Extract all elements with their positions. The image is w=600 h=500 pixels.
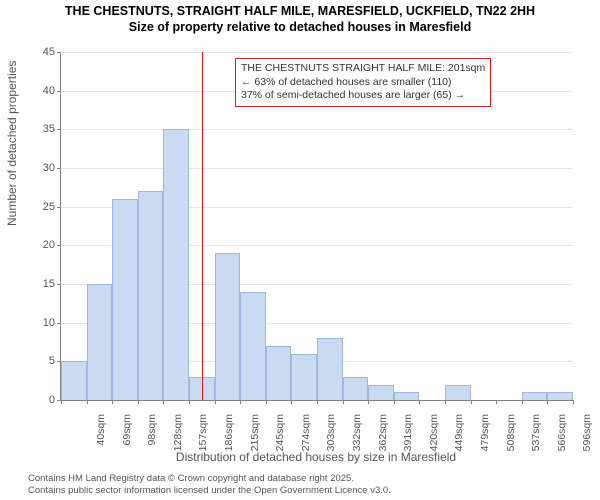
x-tick <box>215 400 216 404</box>
y-tick-label: 40 <box>25 85 55 97</box>
histogram-bar <box>61 361 87 400</box>
histogram-bar <box>112 199 138 400</box>
histogram-bar <box>522 392 548 400</box>
y-tick-label: 30 <box>25 162 55 174</box>
x-tick <box>445 400 446 404</box>
y-tick <box>57 323 61 324</box>
y-tick <box>57 207 61 208</box>
histogram-bar <box>394 392 420 400</box>
y-tick <box>57 129 61 130</box>
histogram-bar <box>240 292 266 400</box>
y-tick-label: 25 <box>25 201 55 213</box>
x-tick <box>343 400 344 404</box>
histogram-bar <box>547 392 573 400</box>
y-tick <box>57 245 61 246</box>
x-tick <box>61 400 62 404</box>
x-tick-label: 40sqm <box>95 414 107 458</box>
x-tick <box>368 400 369 404</box>
x-tick-label: 362sqm <box>377 414 389 458</box>
annotation-box: THE CHESTNUTS STRAIGHT HALF MILE: 201sqm… <box>235 58 491 107</box>
y-tick-label: 10 <box>25 317 55 329</box>
footer-attribution: Contains HM Land Registry data © Crown c… <box>28 473 391 497</box>
x-tick <box>573 400 574 404</box>
x-tick-label: 157sqm <box>197 414 209 458</box>
x-tick-label: 420sqm <box>428 414 440 458</box>
y-tick <box>57 52 61 53</box>
x-tick-label: 128sqm <box>172 414 184 458</box>
footer-line-1: Contains HM Land Registry data © Crown c… <box>28 473 391 485</box>
plot-area: THE CHESTNUTS STRAIGHT HALF MILE: 201sqm… <box>60 52 573 401</box>
x-tick-label: 449sqm <box>453 414 465 458</box>
y-tick-label: 15 <box>25 278 55 290</box>
histogram-bar <box>343 377 369 400</box>
x-tick-label: 332sqm <box>351 414 363 458</box>
y-tick <box>57 284 61 285</box>
title-line-1: THE CHESTNUTS, STRAIGHT HALF MILE, MARES… <box>0 4 600 20</box>
title-line-2: Size of property relative to detached ho… <box>0 20 600 36</box>
histogram-bar <box>87 284 113 400</box>
y-tick <box>57 91 61 92</box>
y-tick-label: 20 <box>25 239 55 251</box>
x-tick <box>112 400 113 404</box>
x-tick <box>547 400 548 404</box>
x-tick-label: 508sqm <box>505 414 517 458</box>
x-tick-label: 537sqm <box>530 414 542 458</box>
histogram-bar <box>266 346 292 400</box>
histogram-bar <box>215 253 241 400</box>
chart-title: THE CHESTNUTS, STRAIGHT HALF MILE, MARES… <box>0 4 600 35</box>
x-tick <box>163 400 164 404</box>
histogram-bar <box>163 129 189 400</box>
y-tick-label: 45 <box>25 46 55 58</box>
x-tick <box>291 400 292 404</box>
histogram-bar <box>445 385 471 400</box>
x-tick <box>138 400 139 404</box>
x-tick <box>317 400 318 404</box>
y-tick-label: 5 <box>25 355 55 367</box>
x-tick <box>496 400 497 404</box>
x-tick <box>471 400 472 404</box>
x-tick-label: 215sqm <box>249 414 261 458</box>
x-tick-label: 566sqm <box>556 414 568 458</box>
x-tick-label: 274sqm <box>300 414 312 458</box>
y-tick-label: 35 <box>25 123 55 135</box>
x-tick-label: 98sqm <box>146 414 158 458</box>
histogram-bar <box>317 338 343 400</box>
annotation-line-1: THE CHESTNUTS STRAIGHT HALF MILE: 201sqm <box>241 62 485 76</box>
x-tick <box>240 400 241 404</box>
reference-line <box>202 52 203 400</box>
x-tick <box>419 400 420 404</box>
x-tick <box>522 400 523 404</box>
histogram-bar <box>368 385 394 400</box>
x-tick-label: 303sqm <box>325 414 337 458</box>
annotation-line-2: ← 63% of detached houses are smaller (11… <box>241 76 485 90</box>
y-tick-label: 0 <box>25 394 55 406</box>
gridline <box>61 168 573 169</box>
x-tick-label: 186sqm <box>223 414 235 458</box>
x-tick-label: 69sqm <box>121 414 133 458</box>
x-tick <box>87 400 88 404</box>
gridline <box>61 129 573 130</box>
histogram-bar <box>291 354 317 400</box>
x-tick-label: 596sqm <box>581 414 593 458</box>
gridline <box>61 52 573 53</box>
x-tick-label: 391sqm <box>402 414 414 458</box>
annotation-line-3: 37% of semi-detached houses are larger (… <box>241 89 485 103</box>
x-tick-label: 245sqm <box>274 414 286 458</box>
x-tick <box>266 400 267 404</box>
y-tick <box>57 168 61 169</box>
chart-container: THE CHESTNUTS, STRAIGHT HALF MILE, MARES… <box>0 0 600 500</box>
x-axis-label: Distribution of detached houses by size … <box>60 450 572 464</box>
y-axis-label: Number of detached properties <box>5 61 19 226</box>
x-tick <box>394 400 395 404</box>
x-tick-label: 479sqm <box>479 414 491 458</box>
histogram-bar <box>138 191 164 400</box>
footer-line-2: Contains public sector information licen… <box>28 485 391 497</box>
x-tick <box>189 400 190 404</box>
